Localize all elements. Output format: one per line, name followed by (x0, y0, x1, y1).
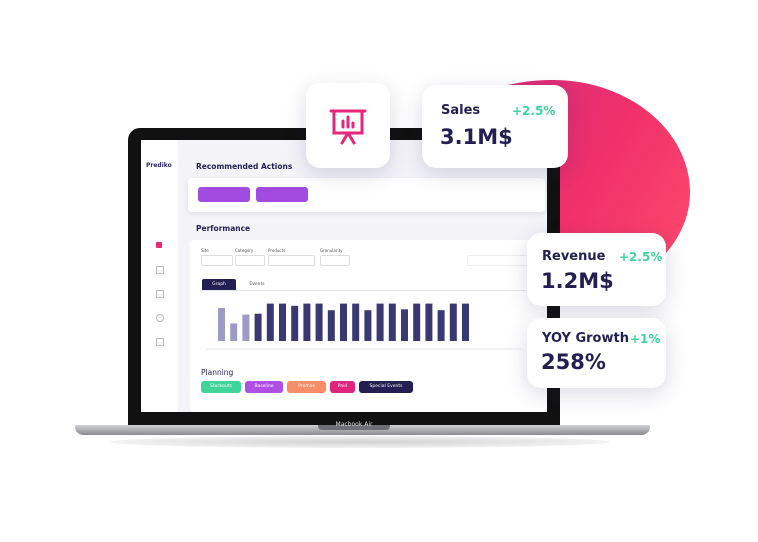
planning-button[interactable]: Paid Marketing (330, 381, 355, 401)
filter-label: Products (268, 248, 286, 253)
stat-value: 1.2M$ (541, 269, 614, 293)
nav-icon (156, 338, 164, 346)
planning-button[interactable]: Baseline Forecast (245, 381, 283, 401)
planning-button[interactable]: Promos (287, 381, 326, 393)
brand: Prediko (146, 162, 172, 169)
sidebar (141, 140, 178, 412)
laptop-notch (318, 425, 390, 430)
planning-button[interactable]: Special Events (359, 381, 413, 393)
bar (401, 309, 408, 341)
bar (218, 308, 225, 341)
bar (327, 310, 335, 341)
date-range[interactable] (467, 255, 529, 266)
bar (352, 303, 360, 341)
bar (242, 314, 250, 341)
action-button[interactable] (256, 187, 308, 202)
filter-label: Site (201, 248, 209, 253)
bar (388, 303, 396, 341)
bar (413, 303, 421, 341)
stat-change: +2.5% (512, 104, 556, 118)
nav-icon (156, 290, 164, 298)
bar (364, 310, 372, 341)
tab[interactable]: Events (249, 282, 265, 287)
bar (376, 303, 384, 341)
filter-select[interactable] (320, 255, 350, 266)
stat-card: Sales +2.5% 3.1M$ (422, 85, 568, 168)
section-title: Recommended Actions (196, 162, 293, 171)
section-title: Planning (201, 368, 234, 377)
filter-select[interactable] (201, 255, 233, 266)
stat-value: 258% (541, 350, 606, 374)
bar (340, 303, 347, 341)
mini-chart (206, 303, 521, 350)
bar (266, 303, 274, 341)
nav-icon (156, 266, 164, 274)
stat-value: 3.1M$ (440, 125, 513, 149)
stat-change: +1% (630, 332, 661, 346)
laptop-model: Macbook Air (335, 421, 373, 428)
bar (254, 313, 262, 341)
bar (315, 303, 323, 341)
planning-button[interactable]: Stockouts (201, 381, 241, 393)
presentation-icon (329, 109, 367, 145)
stat-label: Revenue (542, 249, 606, 264)
filter-select[interactable] (235, 255, 265, 266)
icon-card (306, 83, 390, 168)
stat-label: YOY Growth (542, 331, 629, 346)
nav-icon (156, 242, 162, 248)
bar (437, 310, 445, 341)
filter-label: Granularity (320, 248, 343, 253)
bar (291, 305, 299, 341)
stat-change: +2.5% (619, 250, 663, 264)
bar (303, 303, 311, 341)
stat-label: Sales (441, 103, 481, 118)
filter-label: Category (235, 248, 254, 253)
laptop-base (75, 425, 650, 435)
bar (449, 303, 457, 341)
action-button[interactable] (198, 187, 250, 202)
laptop-shadow (110, 436, 610, 448)
bar (279, 303, 286, 341)
filter-select[interactable] (268, 255, 315, 266)
tab-active[interactable]: Graph (202, 279, 236, 290)
app-screen: Prediko Recommended Actions Performance … (141, 140, 547, 412)
section-title: Performance (196, 224, 251, 233)
nav-icon (156, 314, 164, 322)
tab-line (202, 290, 525, 291)
stat-card: YOY Growth +1% 258% (527, 318, 666, 388)
bar (462, 303, 469, 341)
bar (425, 303, 433, 341)
stat-card: Revenue +2.5% 1.2M$ (527, 233, 666, 306)
bar (230, 323, 238, 341)
